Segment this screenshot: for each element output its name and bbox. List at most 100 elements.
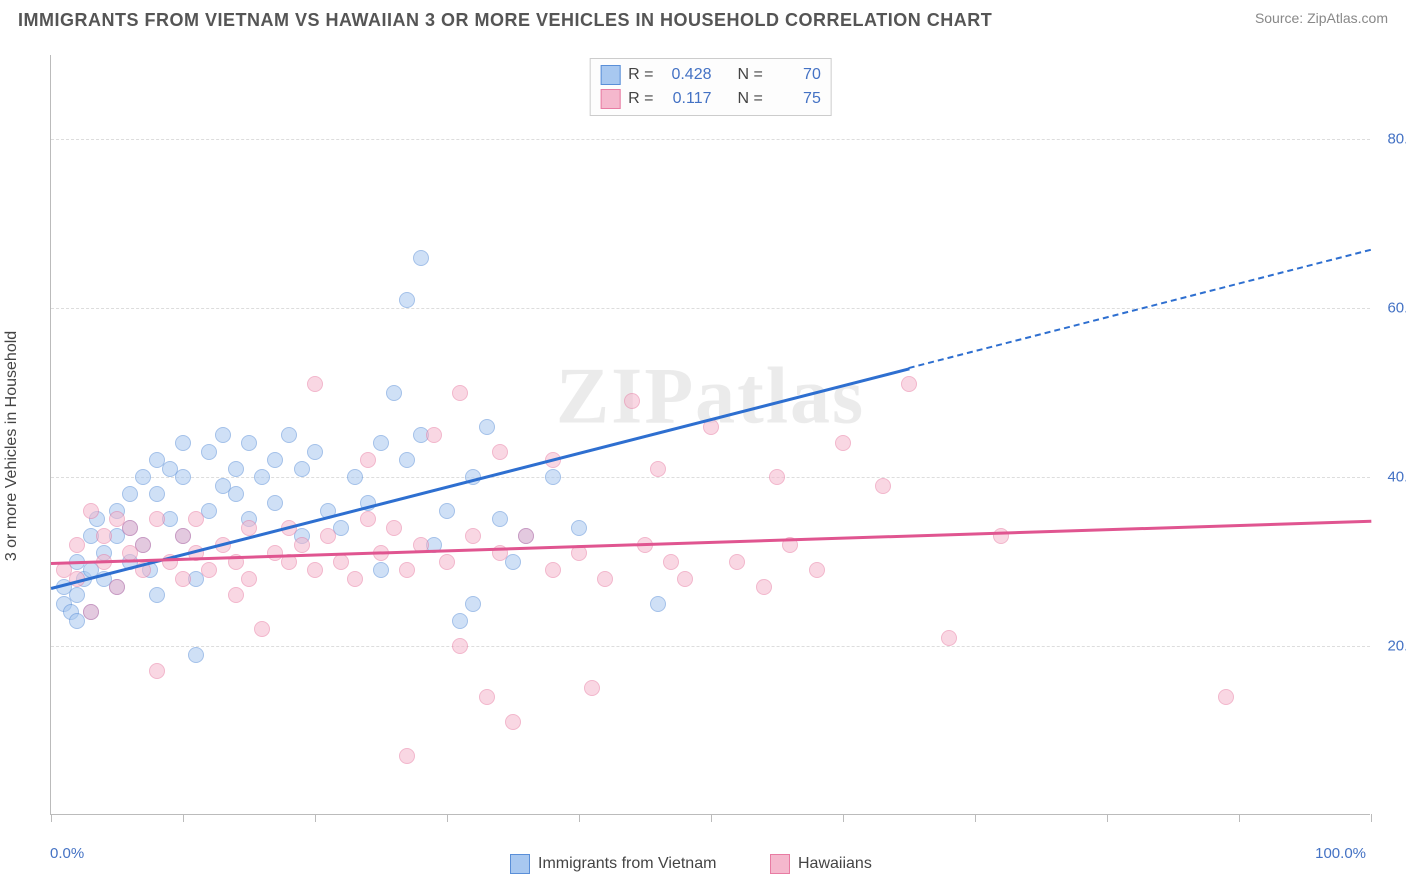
data-point — [149, 587, 165, 603]
data-point — [201, 444, 217, 460]
data-point — [769, 469, 785, 485]
data-point — [241, 435, 257, 451]
data-point — [175, 469, 191, 485]
x-tick — [447, 814, 448, 822]
data-point — [545, 469, 561, 485]
data-point — [83, 604, 99, 620]
data-point — [465, 528, 481, 544]
x-tick — [315, 814, 316, 822]
data-point — [650, 596, 666, 612]
n-value-series2: 75 — [771, 87, 821, 111]
data-point — [267, 495, 283, 511]
data-point — [149, 486, 165, 502]
data-point — [479, 689, 495, 705]
y-axis-label: 3 or more Vehicles in Household — [3, 331, 21, 561]
x-tick-end: 100.0% — [1315, 845, 1366, 862]
series1-name: Immigrants from Vietnam — [538, 855, 716, 873]
data-point — [373, 562, 389, 578]
r-label: R = — [628, 63, 653, 87]
data-point — [597, 571, 613, 587]
data-point — [228, 461, 244, 477]
n-label: N = — [738, 87, 763, 111]
legend-swatch-series2 — [600, 89, 620, 109]
scatter-plot-area: ZIPatlas R = 0.428 N = 70 R = 0.117 N = … — [50, 55, 1370, 815]
r-value-series2: 0.117 — [662, 87, 712, 111]
data-point — [399, 452, 415, 468]
data-point — [188, 511, 204, 527]
data-point — [122, 520, 138, 536]
data-point — [439, 554, 455, 570]
data-point — [941, 630, 957, 646]
data-point — [624, 393, 640, 409]
x-tick — [711, 814, 712, 822]
x-tick — [183, 814, 184, 822]
x-tick — [51, 814, 52, 822]
data-point — [149, 511, 165, 527]
data-point — [188, 647, 204, 663]
data-point — [756, 579, 772, 595]
data-point — [584, 680, 600, 696]
data-point — [360, 511, 376, 527]
data-point — [267, 452, 283, 468]
data-point — [545, 562, 561, 578]
data-point — [505, 714, 521, 730]
data-point — [571, 520, 587, 536]
series2-name: Hawaiians — [798, 855, 872, 873]
data-point — [729, 554, 745, 570]
data-point — [505, 554, 521, 570]
data-point — [413, 250, 429, 266]
data-point — [452, 385, 468, 401]
data-point — [875, 478, 891, 494]
legend-swatch-series2-bottom — [770, 854, 790, 874]
x-tick-start: 0.0% — [50, 845, 84, 862]
data-point — [399, 748, 415, 764]
x-tick — [843, 814, 844, 822]
data-point — [241, 520, 257, 536]
series-legend-2: Hawaiians — [770, 854, 872, 874]
data-point — [122, 486, 138, 502]
y-tick-label: 40.0% — [1375, 469, 1406, 486]
gridline — [51, 308, 1370, 309]
r-label: R = — [628, 87, 653, 111]
data-point — [479, 419, 495, 435]
data-point — [135, 469, 151, 485]
data-point — [492, 444, 508, 460]
data-point — [399, 292, 415, 308]
data-point — [254, 621, 270, 637]
data-point — [149, 663, 165, 679]
data-point — [452, 613, 468, 629]
legend-swatch-series1-bottom — [510, 854, 530, 874]
data-point — [83, 503, 99, 519]
data-point — [307, 376, 323, 392]
chart-title: IMMIGRANTS FROM VIETNAM VS HAWAIIAN 3 OR… — [18, 10, 992, 31]
data-point — [307, 562, 323, 578]
data-point — [901, 376, 917, 392]
data-point — [175, 528, 191, 544]
legend-swatch-series1 — [600, 65, 620, 85]
data-point — [294, 461, 310, 477]
data-point — [307, 444, 323, 460]
data-point — [175, 571, 191, 587]
data-point — [69, 587, 85, 603]
data-point — [677, 571, 693, 587]
data-point — [241, 571, 257, 587]
data-point — [347, 469, 363, 485]
data-point — [294, 537, 310, 553]
data-point — [439, 503, 455, 519]
trend-line-dashed — [908, 249, 1371, 372]
y-tick-label: 20.0% — [1375, 638, 1406, 655]
data-point — [175, 435, 191, 451]
data-point — [109, 579, 125, 595]
data-point — [809, 562, 825, 578]
data-point — [228, 486, 244, 502]
series-legend-1: Immigrants from Vietnam — [510, 854, 716, 874]
x-tick — [579, 814, 580, 822]
gridline — [51, 477, 1370, 478]
data-point — [333, 554, 349, 570]
data-point — [254, 469, 270, 485]
x-tick — [1107, 814, 1108, 822]
data-point — [518, 528, 534, 544]
data-point — [69, 537, 85, 553]
data-point — [650, 461, 666, 477]
x-tick — [975, 814, 976, 822]
